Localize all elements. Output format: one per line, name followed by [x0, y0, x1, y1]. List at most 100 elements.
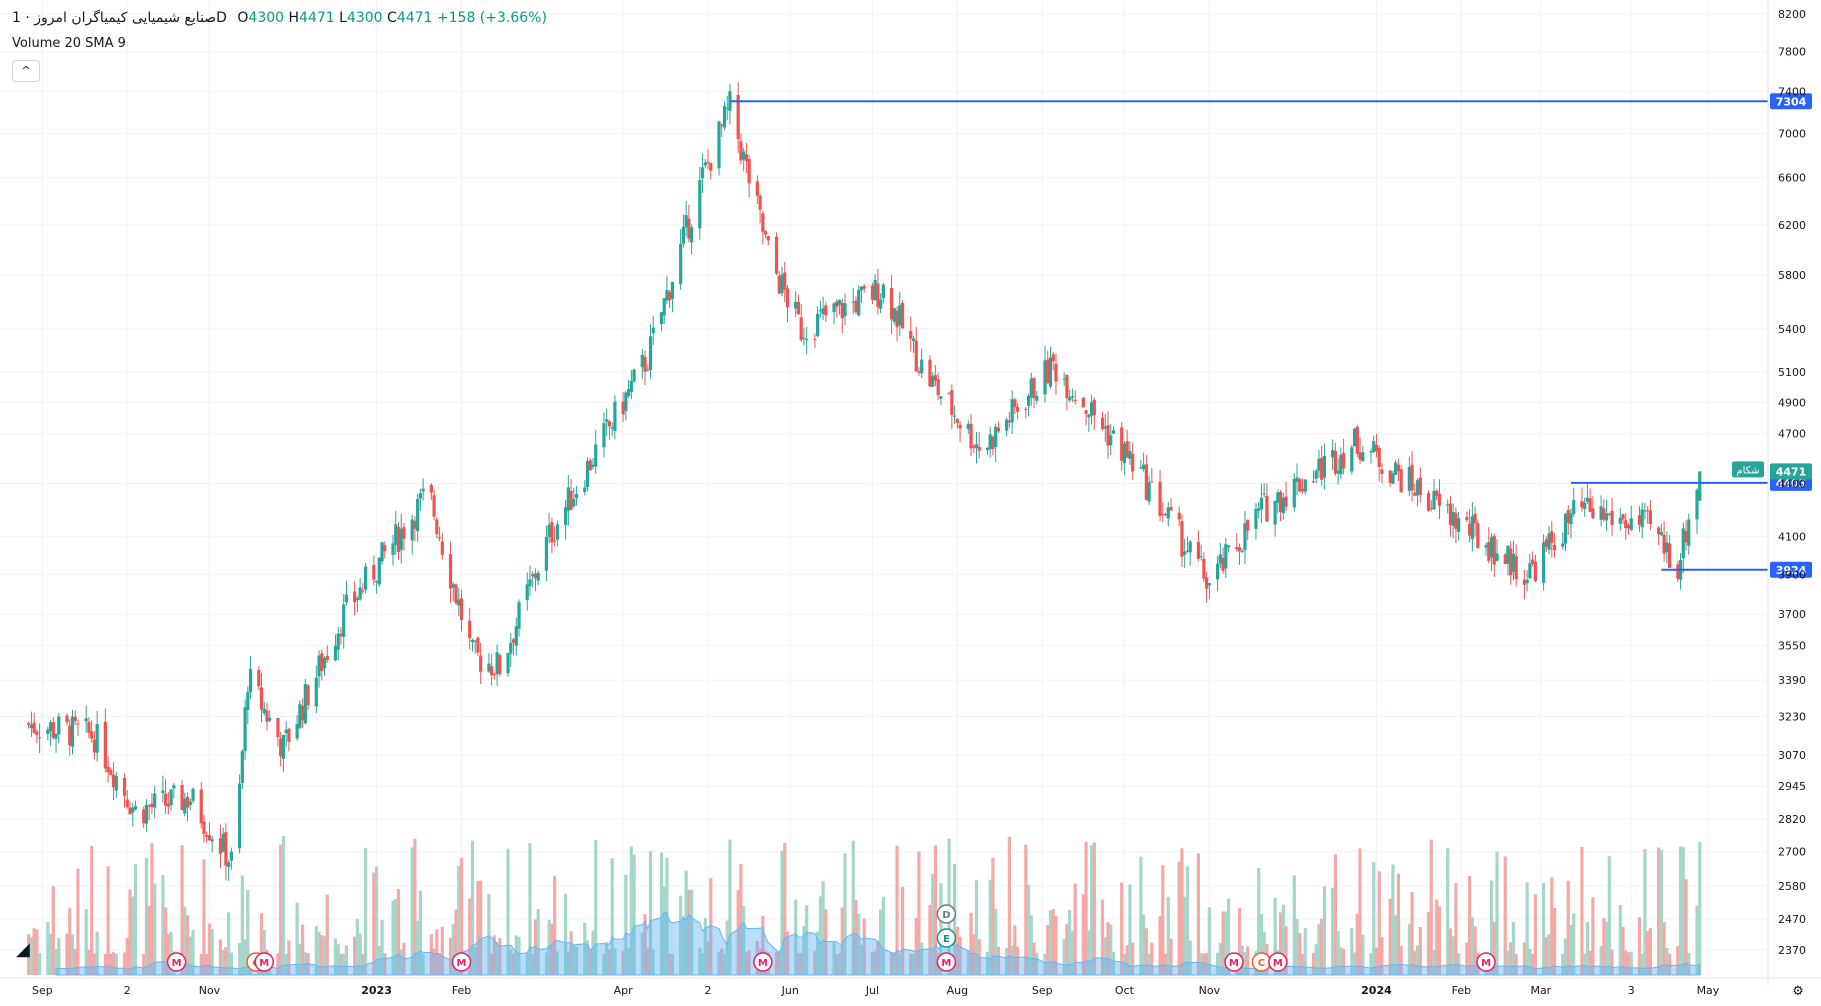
volume-bar	[210, 928, 214, 975]
volume-bar	[1144, 928, 1148, 975]
candle-body	[583, 487, 587, 493]
volume-bar	[706, 941, 710, 975]
candle-body	[1298, 479, 1302, 492]
volume-bar	[84, 909, 88, 975]
candle-body	[950, 390, 954, 415]
volume-bar	[122, 952, 127, 975]
volume-bar	[607, 949, 612, 975]
volume-bar	[1394, 915, 1398, 975]
candle-body	[544, 536, 549, 571]
volume-bar	[1377, 871, 1381, 975]
candle-body	[440, 541, 444, 555]
volume-bar	[1380, 937, 1384, 975]
volume-bar	[1007, 836, 1011, 975]
price-tick-label: 3900	[1778, 568, 1806, 581]
volume-bar	[205, 953, 209, 975]
candle-body	[1572, 500, 1576, 515]
candle-body	[747, 159, 751, 184]
candle-body	[591, 464, 595, 467]
candle-body	[353, 591, 357, 603]
volume-bar	[818, 896, 822, 975]
volume-bar	[429, 934, 433, 975]
candle-body	[1662, 534, 1666, 554]
volume-bar	[229, 952, 233, 975]
candle-body	[1352, 428, 1357, 447]
candle-body	[1051, 354, 1055, 361]
volume-bar	[1111, 951, 1116, 975]
candle-body	[295, 724, 299, 739]
volume-bar	[1035, 952, 1039, 975]
candle-body	[892, 308, 896, 322]
candle-body	[1276, 492, 1280, 503]
volume-bar	[1583, 953, 1587, 975]
interval-label[interactable]: 1D	[12, 10, 227, 26]
candle-body	[418, 493, 423, 499]
candle-body	[1369, 451, 1373, 453]
volume-bar	[1648, 928, 1653, 975]
volume-bar	[1046, 924, 1050, 975]
volume-bar	[1448, 928, 1453, 975]
candle-body	[621, 401, 625, 415]
horizontal-line-price-label: 3924	[1776, 564, 1807, 577]
candle-body	[202, 821, 206, 835]
volume-bar	[881, 896, 885, 975]
volume-bar	[1177, 861, 1181, 975]
candle-body	[68, 725, 72, 746]
time-tick-label: Oct	[1115, 984, 1135, 997]
volume-bar	[1298, 932, 1302, 975]
volume-bar	[783, 842, 787, 975]
event-markers-layer[interactable]: MCMMMMEDMCMM	[166, 904, 1496, 972]
volume-bar	[1687, 952, 1691, 975]
volume-bar	[27, 934, 31, 975]
volume-bar	[374, 866, 379, 975]
volume-bar	[1640, 953, 1644, 975]
candle-body	[783, 272, 787, 290]
volume-bar	[626, 947, 631, 975]
volume-bar	[1109, 924, 1113, 975]
volume-bar	[583, 922, 587, 975]
volume-bar	[739, 863, 743, 975]
candle-body	[1048, 357, 1053, 387]
candle-body	[188, 801, 192, 806]
volume-bar	[1407, 923, 1411, 975]
horizontal-lines-layer[interactable]: 7304 4403 3924 4471 شکام	[729, 93, 1812, 578]
candle-body	[1509, 548, 1513, 576]
candle-body	[413, 520, 417, 529]
volume-bar	[854, 899, 858, 975]
candle-body	[1522, 579, 1527, 585]
volume-bar	[495, 942, 499, 975]
candle-body	[300, 705, 305, 721]
symbol-name[interactable]: صنایع شیمیایی کیمیاگران امروز	[34, 10, 217, 26]
candle-body	[774, 236, 779, 274]
candle-body	[1109, 435, 1113, 446]
price-tick-label: 3070	[1778, 749, 1806, 762]
candle-body	[1089, 402, 1094, 416]
volume-bar	[1626, 952, 1631, 975]
volume-bar	[889, 951, 894, 975]
candle-body	[1169, 506, 1173, 511]
candle-body	[383, 545, 387, 552]
volume-bar	[700, 953, 705, 975]
candle-body	[1131, 453, 1135, 472]
candle-body	[670, 282, 675, 299]
volume-indicator-label[interactable]: Volume 20 SMA 9	[12, 36, 126, 51]
volume-bar	[1451, 936, 1455, 975]
price-tick-label: 2470	[1778, 913, 1806, 926]
candle-body	[1528, 563, 1532, 579]
candle-body	[605, 419, 609, 422]
volume-bar	[246, 889, 250, 975]
candle-body	[1254, 508, 1258, 529]
volume-bar	[314, 926, 318, 975]
candle-layer	[27, 82, 1702, 881]
volume-bar	[322, 936, 327, 975]
volume-bar	[958, 936, 962, 975]
volume-bar	[747, 950, 751, 975]
volume-bar	[1503, 856, 1507, 975]
volume-bar	[1048, 910, 1053, 975]
collapse-indicators-button[interactable]: ^	[12, 60, 40, 82]
candle-body	[103, 721, 107, 769]
candle-body	[966, 423, 970, 430]
candle-body	[164, 793, 168, 806]
